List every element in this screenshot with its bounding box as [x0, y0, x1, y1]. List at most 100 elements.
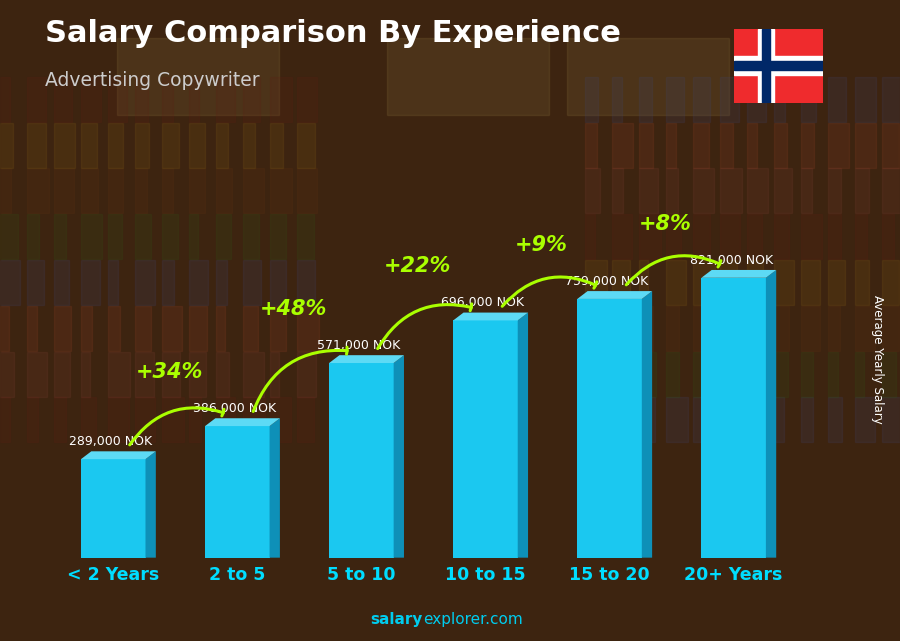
Bar: [135, 397, 147, 442]
Bar: [828, 77, 844, 122]
Bar: [720, 260, 730, 305]
Bar: [801, 214, 814, 259]
Bar: [297, 122, 312, 167]
Text: +8%: +8%: [639, 213, 692, 233]
Bar: [693, 122, 702, 167]
Bar: [454, 320, 518, 558]
Polygon shape: [146, 451, 156, 558]
Bar: [701, 278, 766, 558]
Bar: [135, 77, 148, 122]
Bar: [297, 169, 307, 213]
Bar: [108, 260, 118, 305]
Bar: [205, 426, 270, 558]
Bar: [693, 260, 706, 305]
Bar: [828, 306, 847, 351]
Bar: [774, 77, 790, 122]
Bar: [720, 122, 736, 167]
Bar: [54, 169, 70, 213]
Polygon shape: [518, 313, 528, 558]
Bar: [666, 306, 680, 351]
Bar: [27, 169, 42, 213]
Bar: [216, 397, 226, 442]
Bar: [216, 214, 228, 259]
Bar: [216, 77, 236, 122]
Bar: [855, 77, 870, 122]
Bar: [0, 352, 15, 397]
Bar: [882, 77, 895, 122]
Bar: [801, 169, 811, 213]
Bar: [243, 214, 261, 259]
Bar: [270, 214, 282, 259]
Text: 821,000 NOK: 821,000 NOK: [689, 254, 773, 267]
Bar: [243, 306, 256, 351]
Bar: [855, 122, 866, 167]
Bar: [585, 214, 598, 259]
Bar: [666, 122, 684, 167]
Bar: [162, 214, 183, 259]
Bar: [855, 352, 873, 397]
Bar: [747, 260, 764, 305]
Bar: [81, 306, 99, 351]
Text: +22%: +22%: [383, 256, 451, 276]
Polygon shape: [329, 355, 404, 363]
Bar: [639, 169, 651, 213]
Bar: [243, 169, 257, 213]
Bar: [117, 38, 279, 115]
Bar: [666, 397, 680, 442]
Bar: [243, 122, 256, 167]
Bar: [81, 214, 95, 259]
Bar: [666, 214, 687, 259]
Bar: [0, 77, 19, 122]
Bar: [243, 397, 258, 442]
Bar: [54, 260, 69, 305]
Text: salary: salary: [371, 612, 423, 627]
Bar: [720, 352, 740, 397]
Text: +9%: +9%: [515, 235, 568, 254]
Text: explorer.com: explorer.com: [423, 612, 523, 627]
Bar: [108, 306, 119, 351]
Bar: [747, 214, 757, 259]
Bar: [297, 77, 308, 122]
Bar: [270, 397, 281, 442]
Bar: [747, 352, 766, 397]
Bar: [0, 260, 22, 305]
Bar: [855, 397, 874, 442]
Bar: [108, 397, 118, 442]
Bar: [108, 214, 119, 259]
Bar: [577, 299, 642, 558]
Bar: [720, 169, 741, 213]
Bar: [81, 459, 146, 558]
Bar: [585, 352, 602, 397]
Bar: [216, 306, 230, 351]
Polygon shape: [701, 270, 776, 278]
Bar: [0, 169, 20, 213]
Bar: [135, 352, 156, 397]
Polygon shape: [454, 313, 528, 320]
Bar: [585, 77, 607, 122]
Bar: [162, 397, 176, 442]
Bar: [81, 169, 101, 213]
Bar: [666, 352, 688, 397]
Bar: [828, 169, 841, 213]
Bar: [189, 169, 208, 213]
Bar: [882, 397, 900, 442]
Bar: [0, 122, 15, 167]
Bar: [612, 306, 623, 351]
Bar: [720, 397, 741, 442]
Bar: [297, 352, 317, 397]
Bar: [54, 397, 74, 442]
Bar: [135, 260, 149, 305]
Bar: [387, 38, 549, 115]
Bar: [585, 169, 597, 213]
Bar: [297, 214, 316, 259]
Bar: [774, 169, 788, 213]
Bar: [882, 260, 897, 305]
Bar: [693, 77, 706, 122]
Bar: [747, 169, 760, 213]
Bar: [693, 306, 704, 351]
Bar: [108, 122, 123, 167]
Bar: [855, 214, 865, 259]
Bar: [270, 122, 284, 167]
Bar: [693, 352, 703, 397]
Bar: [882, 122, 900, 167]
